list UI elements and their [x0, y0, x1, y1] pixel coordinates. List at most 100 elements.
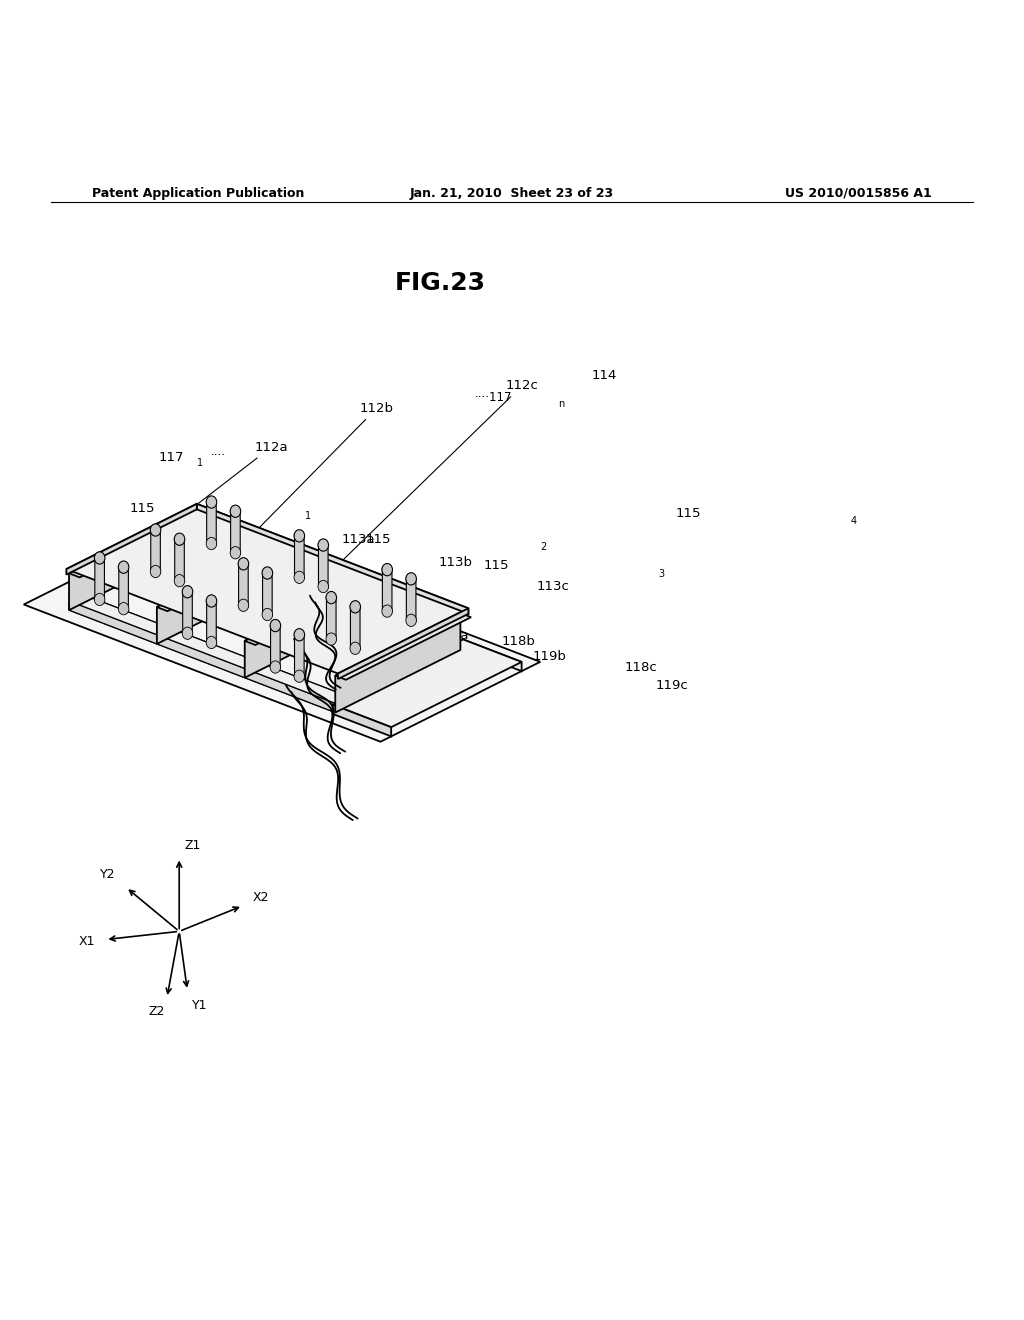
Polygon shape — [69, 511, 195, 610]
Polygon shape — [245, 578, 381, 645]
Polygon shape — [335, 612, 471, 680]
Ellipse shape — [382, 564, 392, 576]
Polygon shape — [333, 639, 521, 727]
Ellipse shape — [406, 614, 417, 627]
Polygon shape — [138, 566, 404, 678]
Ellipse shape — [294, 628, 304, 642]
Polygon shape — [67, 504, 468, 673]
Ellipse shape — [182, 586, 193, 598]
Text: X2: X2 — [253, 891, 269, 904]
Ellipse shape — [262, 566, 272, 579]
Polygon shape — [207, 599, 216, 644]
Text: 1: 1 — [197, 458, 203, 469]
Ellipse shape — [174, 533, 184, 545]
Text: 3: 3 — [658, 569, 665, 578]
Polygon shape — [195, 539, 461, 649]
Polygon shape — [230, 510, 241, 554]
Polygon shape — [157, 544, 293, 611]
Ellipse shape — [294, 572, 304, 583]
Text: 115: 115 — [130, 502, 156, 515]
Ellipse shape — [318, 581, 329, 593]
Polygon shape — [181, 548, 461, 656]
Ellipse shape — [119, 602, 129, 615]
Text: 119c: 119c — [655, 678, 688, 692]
Text: 114: 114 — [592, 368, 617, 381]
Text: 115: 115 — [366, 533, 391, 545]
Polygon shape — [125, 573, 391, 685]
Text: ····117: ····117 — [475, 391, 513, 404]
Ellipse shape — [326, 632, 337, 645]
Ellipse shape — [294, 671, 304, 682]
Polygon shape — [95, 556, 104, 602]
Polygon shape — [69, 511, 205, 577]
Text: X1: X1 — [79, 935, 95, 948]
Text: 112b: 112b — [200, 401, 394, 589]
Polygon shape — [197, 504, 468, 614]
Polygon shape — [239, 562, 248, 607]
Text: Y1: Y1 — [191, 999, 208, 1011]
Text: 115: 115 — [483, 560, 509, 573]
Text: Z1: Z1 — [184, 838, 201, 851]
Text: 113b: 113b — [438, 556, 473, 569]
Polygon shape — [270, 623, 281, 669]
Ellipse shape — [206, 595, 217, 607]
Text: 115: 115 — [676, 507, 701, 520]
Ellipse shape — [262, 609, 272, 620]
Ellipse shape — [182, 627, 193, 639]
Ellipse shape — [270, 661, 281, 673]
Polygon shape — [195, 511, 205, 552]
Polygon shape — [175, 537, 184, 582]
Text: 118c: 118c — [625, 661, 657, 673]
Ellipse shape — [206, 496, 217, 508]
Text: 117: 117 — [159, 450, 184, 463]
Polygon shape — [295, 632, 304, 678]
Polygon shape — [382, 568, 392, 612]
Polygon shape — [151, 528, 161, 573]
Polygon shape — [181, 539, 461, 647]
Polygon shape — [338, 609, 468, 678]
Polygon shape — [24, 524, 541, 742]
Polygon shape — [119, 565, 128, 610]
Text: 1: 1 — [305, 511, 311, 521]
Text: US 2010/0015856 A1: US 2010/0015856 A1 — [785, 187, 932, 199]
Polygon shape — [463, 639, 521, 671]
Ellipse shape — [174, 574, 184, 587]
Text: 113a: 113a — [342, 533, 375, 545]
Ellipse shape — [294, 529, 304, 543]
Ellipse shape — [350, 601, 360, 612]
Ellipse shape — [230, 506, 241, 517]
Text: 118a: 118a — [404, 612, 438, 626]
Ellipse shape — [239, 557, 249, 570]
Ellipse shape — [94, 552, 104, 564]
Text: Y2: Y2 — [99, 867, 116, 880]
Text: 112a: 112a — [136, 441, 288, 552]
Ellipse shape — [151, 524, 161, 536]
Polygon shape — [82, 594, 348, 706]
Ellipse shape — [406, 573, 417, 585]
Polygon shape — [333, 705, 391, 737]
Polygon shape — [327, 595, 336, 642]
Polygon shape — [335, 612, 461, 713]
Polygon shape — [207, 500, 216, 545]
Polygon shape — [245, 578, 370, 677]
Polygon shape — [69, 594, 348, 704]
Text: Z2: Z2 — [148, 1005, 165, 1018]
Text: n: n — [558, 399, 564, 409]
Ellipse shape — [94, 593, 104, 606]
Text: 4: 4 — [851, 516, 857, 527]
Text: Jan. 21, 2010  Sheet 23 of 23: Jan. 21, 2010 Sheet 23 of 23 — [410, 187, 614, 199]
Ellipse shape — [230, 546, 241, 558]
Polygon shape — [157, 544, 282, 644]
Polygon shape — [350, 605, 360, 651]
Polygon shape — [69, 601, 335, 713]
Polygon shape — [318, 544, 328, 589]
Text: 119a: 119a — [435, 628, 469, 642]
Polygon shape — [125, 576, 404, 685]
Ellipse shape — [350, 642, 360, 655]
Polygon shape — [295, 535, 304, 579]
Text: 113c: 113c — [537, 579, 569, 593]
Ellipse shape — [206, 537, 217, 549]
Text: 112c: 112c — [273, 379, 539, 627]
Ellipse shape — [382, 605, 392, 618]
Text: Patent Application Publication: Patent Application Publication — [92, 187, 304, 199]
